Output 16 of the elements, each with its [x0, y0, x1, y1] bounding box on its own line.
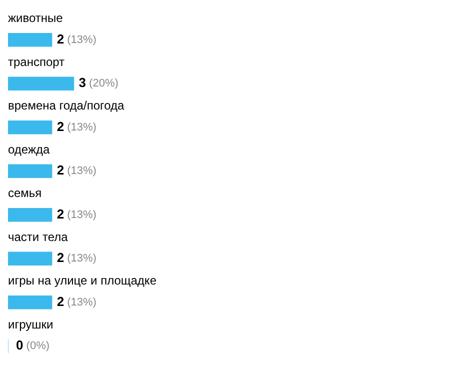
y-tick-label: семья	[8, 186, 42, 200]
data-label: 2 (13%)	[56, 31, 96, 46]
y-tick-label: времена года/погода	[8, 98, 125, 113]
data-label: 2 (13%)	[56, 206, 96, 222]
data-label: 2 (13%)	[56, 118, 96, 134]
data-label: 2 (13%)	[56, 250, 96, 266]
y-tick-label: игрушки	[8, 317, 54, 332]
data-label: 2 (13%)	[56, 162, 96, 178]
y-tick-label: транспорт	[8, 54, 66, 69]
data-label: 3 (20%)	[78, 75, 118, 90]
y-tick-label: игры на улице и площадке	[8, 274, 157, 288]
y-tick-label: части тела	[8, 230, 68, 244]
data-label: 2 (13%)	[56, 294, 96, 309]
y-tick-label: животные	[8, 11, 64, 26]
y-tick-label: одежда	[8, 142, 50, 156]
data-label: 0 (0%)	[16, 338, 50, 353]
